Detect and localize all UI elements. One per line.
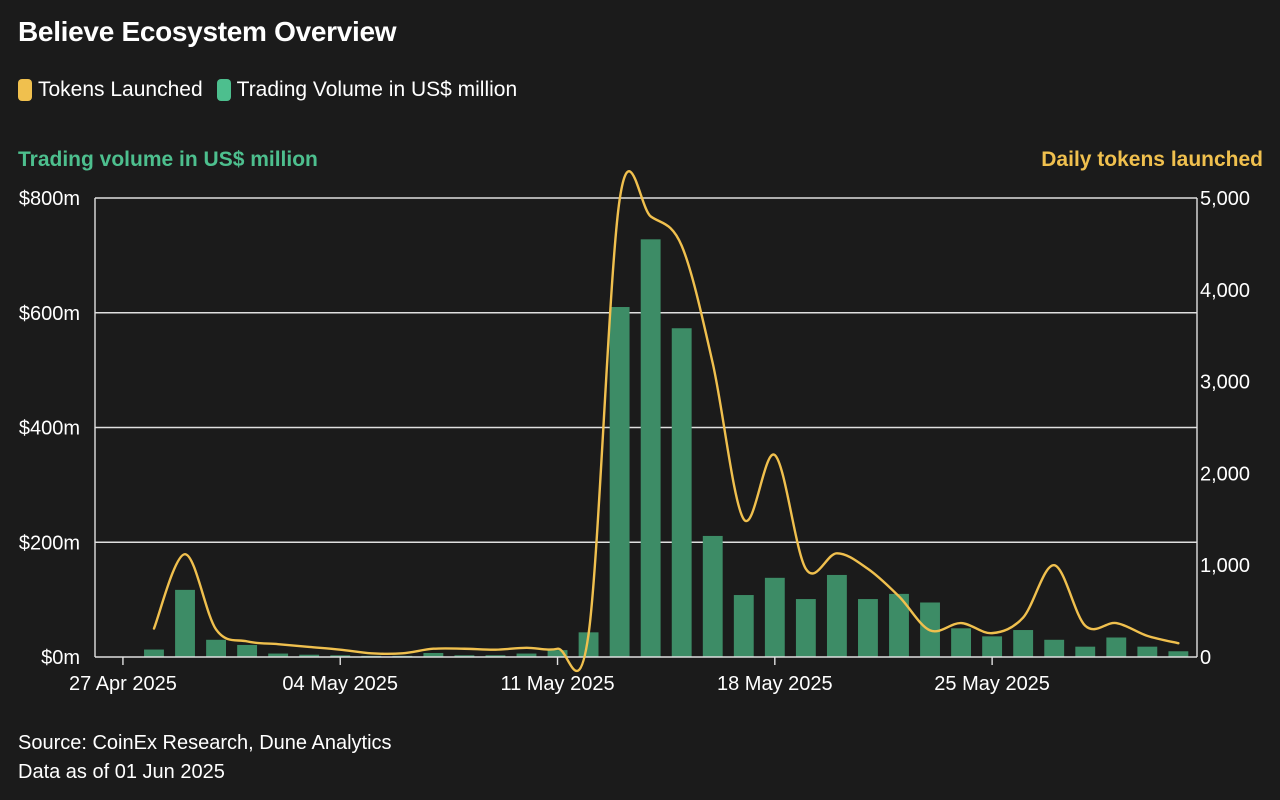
chart-title: Believe Ecosystem Overview: [18, 16, 397, 47]
x-tick-label: 11 May 2025: [500, 673, 614, 695]
y-right-tick-label: 3,000: [1200, 372, 1250, 394]
x-tick-label: 25 May 2025: [934, 673, 1050, 695]
volume-bar: [1044, 639, 1065, 657]
y-left-tick-label: $200m: [19, 532, 80, 554]
volume-bar: [1075, 646, 1096, 657]
volume-bar: [982, 636, 1003, 657]
volume-bar: [609, 307, 630, 657]
as-of-text: Data as of 01 Jun 2025: [18, 761, 225, 783]
volume-bar: [1013, 630, 1034, 657]
volume-bar: [795, 599, 816, 657]
volume-bar: [1137, 646, 1158, 657]
volume-bar: [423, 652, 444, 657]
x-tick-label: 04 May 2025: [282, 673, 398, 695]
volume-bar: [640, 239, 661, 657]
right-axis-title: Daily tokens launched: [1041, 148, 1263, 171]
y-left-tick-label: $0m: [41, 647, 80, 669]
y-right-tick-label: 2,000: [1200, 463, 1250, 485]
legend-label-volume: Trading Volume in US$ million: [236, 78, 518, 101]
volume-bar: [454, 655, 475, 657]
volume-bar: [268, 653, 289, 657]
legend-swatch-tokens: [18, 79, 32, 101]
volume-bar: [1106, 637, 1127, 657]
tokens-launched-line: [152, 170, 1180, 673]
legend-swatch-volume: [216, 79, 231, 101]
volume-bar: [889, 593, 909, 657]
volume-bar: [733, 595, 754, 657]
left-axis-title: Trading volume in US$ million: [18, 148, 318, 171]
volume-bar: [330, 655, 351, 657]
y-right-tick-label: 0: [1200, 647, 1211, 669]
volume-bar: [175, 589, 195, 657]
volume-bar: [951, 628, 972, 657]
volume-bar: [578, 632, 599, 657]
volume-bar: [516, 653, 537, 657]
volume-bar: [547, 650, 568, 657]
y-left-tick-label: $600m: [19, 303, 80, 325]
y-left-tick-label: $800m: [19, 188, 80, 210]
volume-bar: [671, 328, 692, 657]
source-note: Source: CoinEx Research, Dune Analytics …: [18, 729, 392, 787]
x-tick-label: 18 May 2025: [717, 673, 833, 695]
x-tick-label: 27 Apr 2025: [69, 673, 177, 695]
legend-item-volume: Trading Volume in US$ million: [216, 78, 518, 102]
volume-bar: [485, 655, 506, 657]
volume-bar: [702, 535, 723, 657]
legend-label-tokens: Tokens Launched: [38, 78, 203, 101]
volume-bar: [144, 649, 164, 657]
y-right-tick-label: 4,000: [1200, 280, 1250, 302]
volume-bar: [764, 577, 785, 657]
volume-bar: [1168, 651, 1189, 657]
volume-bar: [206, 639, 226, 657]
legend-item-tokens: Tokens Launched: [18, 78, 203, 102]
y-right-tick-label: 5,000: [1200, 188, 1250, 210]
volume-bar: [299, 654, 320, 657]
volume-bar: [237, 644, 258, 657]
legend: Tokens Launched Trading Volume in US$ mi…: [18, 78, 531, 102]
y-left-tick-label: $400m: [19, 418, 80, 440]
y-right-tick-label: 1,000: [1200, 555, 1250, 577]
volume-bar: [858, 599, 878, 657]
volume-bar: [826, 574, 847, 657]
source-text: Source: CoinEx Research, Dune Analytics: [18, 732, 392, 754]
